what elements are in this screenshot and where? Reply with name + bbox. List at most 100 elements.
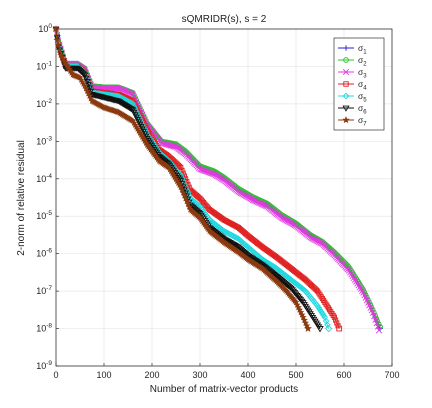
y-tick-exponent: -2 — [46, 98, 52, 105]
legend-symbol: σ — [358, 79, 364, 89]
y-tick-base: 10 — [36, 324, 46, 334]
x-tick-label: 500 — [288, 370, 303, 380]
legend-subscript: 4 — [363, 86, 367, 92]
x-marker — [369, 310, 376, 316]
x-tick-label: 300 — [192, 370, 207, 380]
y-tick-label: 100 — [38, 23, 52, 34]
star-marker — [56, 46, 63, 54]
y-tick-label: 10-4 — [36, 173, 52, 184]
diamond-marker — [325, 324, 333, 333]
y-tick-label: 10-6 — [36, 248, 52, 259]
y-tick-base: 10 — [36, 174, 46, 184]
legend-label: σ7 — [358, 115, 367, 128]
y-tick-exponent: -8 — [46, 323, 52, 330]
legend-subscript: 5 — [363, 98, 367, 104]
legend-subscript: 3 — [363, 74, 367, 80]
y-tick-exponent: -3 — [46, 135, 52, 142]
legend-item-4: σ4 — [338, 79, 367, 92]
square-marker — [343, 81, 349, 87]
y-tick-label: 10-3 — [36, 135, 52, 146]
triangle-marker — [80, 71, 87, 78]
legend-label: σ5 — [358, 91, 367, 104]
legend-item-6: σ6 — [338, 103, 367, 116]
legend-subscript: 7 — [363, 122, 367, 128]
legend-subscript: 1 — [363, 50, 367, 56]
y-tick-base: 10 — [36, 249, 46, 259]
y-tick-label: 10-2 — [36, 98, 52, 109]
y-tick-label: 10-7 — [36, 285, 52, 296]
legend-label: σ1 — [358, 43, 367, 56]
star-marker — [342, 116, 350, 124]
star-marker — [53, 36, 61, 44]
square-marker — [178, 164, 184, 171]
y-tick-exponent: -5 — [46, 210, 52, 217]
star-marker — [54, 41, 62, 49]
diamond-marker — [316, 306, 324, 314]
legend-item-5: σ5 — [338, 91, 367, 104]
y-axis-label: 2-norm of relative residual — [16, 140, 27, 256]
y-tick-base: 10 — [36, 61, 46, 71]
y-tick-base: 10 — [36, 286, 46, 296]
plot-area — [55, 28, 393, 367]
x-marker — [371, 313, 377, 320]
diamond-marker — [342, 92, 350, 100]
square-marker — [179, 167, 185, 173]
y-tick-base: 10 — [36, 361, 46, 371]
triangle-marker — [82, 75, 90, 82]
y-tick-exponent: -7 — [46, 285, 52, 292]
x-marker — [374, 323, 381, 330]
x-tick-label: 400 — [240, 370, 255, 380]
chart-title: sQMRIDR(s), s = 2 — [182, 14, 267, 25]
diamond-marker — [320, 312, 327, 319]
x-tick-label: 600 — [336, 370, 351, 380]
legend-label: σ2 — [358, 55, 367, 68]
x-tick-label: 100 — [96, 370, 111, 380]
x-axis-label: Number of matrix-vector products — [150, 384, 298, 395]
legend-label: σ6 — [358, 103, 367, 116]
y-tick-label: 10-5 — [36, 210, 52, 221]
triangle-marker — [87, 88, 95, 95]
square-marker — [333, 317, 339, 323]
y-tick-label: 10-1 — [36, 60, 52, 71]
legend-symbol: σ — [358, 91, 364, 101]
y-tick-base: 10 — [36, 99, 46, 109]
y-tick-exponent: -9 — [46, 360, 52, 367]
series-7 — [52, 25, 312, 332]
legend-symbol: σ — [358, 115, 364, 125]
plus-marker — [343, 45, 349, 51]
triangle-marker — [316, 326, 324, 333]
circle-marker — [343, 57, 349, 63]
diamond-marker — [317, 308, 325, 315]
diamond-marker — [319, 310, 326, 317]
square-marker — [334, 320, 340, 326]
y-tick-base: 10 — [36, 211, 46, 221]
x-marker — [375, 326, 383, 334]
axis-ticks: 0 100 200 300 400 500 600 70010010-110-210-310-… — [36, 23, 399, 380]
y-tick-base: 10 — [36, 136, 46, 146]
diamond-marker — [314, 302, 321, 310]
legend-subscript: 6 — [363, 110, 367, 116]
x-tick-label: 200 — [144, 370, 159, 380]
y-tick-exponent: -4 — [46, 173, 52, 180]
legend-item-3: σ3 — [338, 67, 367, 80]
triangle-marker — [127, 105, 134, 112]
series-layer — [52, 25, 384, 334]
triangle-marker — [342, 105, 350, 112]
x-tick-label: 0 — [53, 370, 58, 380]
triangle-marker — [233, 244, 241, 250]
y-tick-label: 10-8 — [36, 323, 52, 334]
legend-symbol: σ — [358, 55, 364, 65]
legend-symbol: σ — [358, 67, 364, 77]
triangle-marker — [53, 35, 61, 42]
legend-item-1: σ1 — [338, 43, 367, 56]
legend-symbol: σ — [358, 103, 364, 113]
triangle-marker — [83, 79, 91, 85]
y-tick-exponent: 0 — [48, 23, 52, 30]
legend-label: σ3 — [358, 67, 367, 80]
legend-symbol: σ — [358, 43, 364, 53]
x-tick-label: 700 — [384, 370, 399, 380]
square-marker — [336, 325, 343, 332]
legend-item-7: σ7 — [338, 115, 367, 128]
